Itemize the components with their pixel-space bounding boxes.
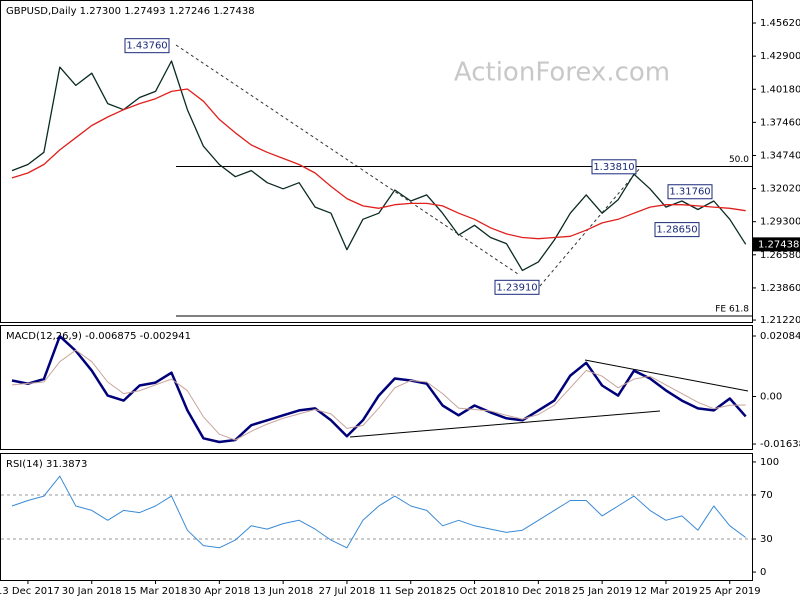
annotation-label: 1.33810 — [593, 162, 634, 173]
annotation-box — [667, 184, 713, 200]
y-tick-label: 1.32020 — [760, 184, 800, 195]
x-tick-label: 13 Jun 2018 — [253, 586, 313, 597]
y-tick-label: 1.45620 — [760, 18, 800, 29]
x-tick-label: 25 Oct 2018 — [444, 586, 506, 597]
annotation-box — [591, 159, 637, 175]
x-tick-label: 12 Mar 2019 — [634, 586, 697, 597]
y-tick-label: 0.00 — [760, 391, 782, 402]
x-tick-label: 25 Apr 2019 — [699, 586, 761, 597]
trend-line — [539, 167, 641, 287]
trend-line — [175, 44, 519, 275]
annotation-label: 1.28650 — [656, 225, 697, 236]
annotation-label: 1.31760 — [669, 187, 710, 198]
level-label: FE 61.8 — [715, 305, 749, 315]
rsi-panel — [0, 453, 753, 581]
y-tick-label: 1.34740 — [760, 150, 800, 161]
y-tick-label: 1.42900 — [760, 51, 800, 62]
panel-title: RSI(14) 31.3873 — [6, 459, 87, 470]
level-label: 50.0 — [729, 155, 749, 165]
x-tick-label: 30 Jan 2018 — [62, 586, 122, 597]
last-price-label: 1.27438 — [758, 239, 799, 250]
macd-panel — [0, 325, 753, 450]
series-line — [11, 88, 746, 240]
y-tick-label: 1.37460 — [760, 117, 800, 128]
x-tick-label: 10 Dec 2018 — [506, 586, 570, 597]
annotation-box — [124, 38, 170, 54]
annotation-box — [654, 222, 700, 238]
x-tick-label: 30 Apr 2018 — [188, 586, 250, 597]
annotation-label: 1.43760 — [126, 41, 167, 52]
y-tick-label: 70 — [760, 490, 773, 501]
x-tick-label: 27 Jul 2018 — [319, 586, 376, 597]
panel-title: MACD(12,26,9) -0.006875 -0.002941 — [6, 331, 191, 342]
x-tick-label: 15 Mar 2018 — [124, 586, 187, 597]
annotation-label: 1.23910 — [496, 282, 537, 293]
panel-title: GBPUSD,Daily 1.27300 1.27493 1.27246 1.2… — [6, 6, 255, 17]
last-price-tag — [752, 237, 800, 252]
series-line — [11, 60, 747, 272]
price-panel — [0, 0, 753, 323]
y-tick-label: 0.020848 — [760, 331, 800, 342]
watermark: ActionForex.com — [454, 58, 670, 88]
annotation-box — [494, 279, 540, 295]
y-tick-label: 1.40180 — [760, 84, 800, 95]
y-tick-label: 100 — [760, 457, 779, 468]
trend-line — [349, 410, 661, 438]
y-tick-label: 1.23860 — [760, 283, 800, 294]
y-tick-label: 1.21220 — [760, 315, 800, 326]
trend-line — [584, 359, 749, 392]
y-tick-label: 30 — [760, 534, 773, 545]
series-line — [11, 475, 746, 549]
y-tick-label: 1.29300 — [760, 217, 800, 228]
series-line — [11, 334, 747, 444]
series-line — [11, 349, 746, 441]
y-tick-label: -0.016389 — [760, 439, 800, 450]
y-tick-label: 1.26580 — [760, 250, 800, 261]
x-tick-label: 11 Sep 2018 — [379, 586, 442, 597]
y-tick-label: 0 — [760, 567, 766, 578]
x-tick-label: 25 Jan 2019 — [572, 586, 632, 597]
x-tick-label: 13 Dec 2017 — [0, 586, 60, 597]
